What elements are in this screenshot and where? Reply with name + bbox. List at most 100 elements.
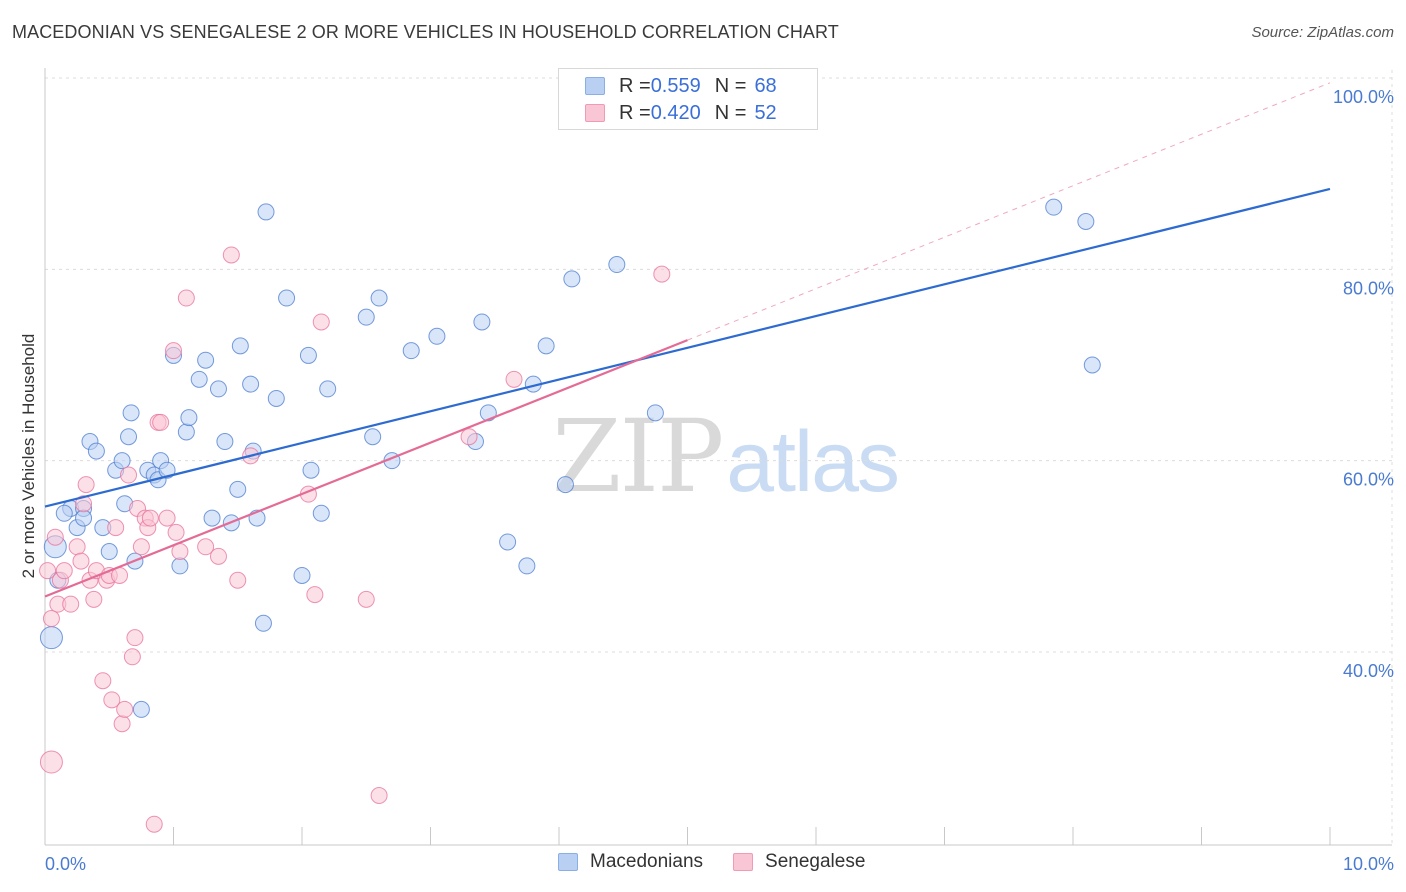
- point-senegalese: [55, 562, 73, 580]
- point-senegalese: [370, 787, 388, 804]
- point-macedonians: [312, 504, 330, 522]
- point-macedonians: [120, 428, 138, 446]
- point-senegalese: [77, 476, 95, 494]
- point-macedonians: [216, 433, 234, 451]
- point-senegalese: [123, 648, 141, 666]
- y-tick-label: 60.0%: [1343, 470, 1394, 490]
- point-macedonians: [158, 461, 176, 479]
- legend-r-value: 0.559: [650, 74, 701, 97]
- point-macedonians: [473, 313, 491, 331]
- watermark: ZIPatlas: [552, 398, 900, 515]
- point-macedonians: [370, 289, 388, 307]
- trend-line-senegalese: [44, 339, 688, 598]
- point-senegalese: [145, 815, 163, 833]
- legend-r-label: R =: [619, 101, 651, 124]
- point-senegalese: [167, 523, 185, 541]
- point-macedonians: [518, 557, 536, 575]
- point-macedonians: [608, 256, 626, 274]
- correlation-legend: R = 0.559 N = 68 R = 0.420 N = 52: [558, 68, 818, 130]
- point-senegalese: [141, 509, 159, 527]
- point-senegalese: [68, 538, 86, 556]
- point-senegalese: [653, 265, 671, 283]
- legend-row-senegalese: R = 0.420 N = 52: [585, 100, 777, 126]
- point-macedonians: [254, 614, 272, 632]
- data-points: [39, 198, 1101, 833]
- point-senegalese: [103, 691, 121, 709]
- point-senegalese: [113, 715, 131, 733]
- legend-n-label: N =: [714, 74, 747, 97]
- point-senegalese: [116, 700, 134, 718]
- point-macedonians: [402, 342, 420, 360]
- point-macedonians: [197, 351, 215, 369]
- watermark-atlas: atlas: [726, 414, 900, 510]
- point-macedonians: [499, 533, 517, 551]
- point-senegalese: [39, 562, 57, 580]
- point-macedonians: [319, 380, 337, 398]
- point-macedonians: [190, 370, 208, 388]
- watermark-zip: ZIP: [552, 398, 724, 515]
- point-macedonians: [357, 308, 375, 326]
- series-legend-senegalese[interactable]: Senegalese: [733, 851, 865, 873]
- point-senegalese: [72, 552, 90, 570]
- point-macedonians: [55, 504, 73, 522]
- series-legend: Macedonians Senegalese: [558, 851, 895, 873]
- point-macedonians: [122, 404, 140, 422]
- point-macedonians: [75, 509, 93, 527]
- x-tick-label-right: 10.0%: [1343, 854, 1394, 874]
- source-attribution: Source: ZipAtlas.com: [1251, 24, 1394, 41]
- point-macedonians: [180, 409, 198, 427]
- point-macedonians: [113, 452, 131, 470]
- series-label-senegalese: Senegalese: [765, 851, 866, 872]
- legend-row-macedonians: R = 0.559 N = 68: [585, 73, 777, 99]
- legend-r-value: 0.420: [650, 101, 701, 124]
- point-macedonians: [278, 289, 296, 307]
- point-senegalese: [62, 595, 80, 613]
- y-tick-label: 80.0%: [1343, 278, 1394, 298]
- point-senegalese: [132, 538, 150, 556]
- x-tick-label-left: 0.0%: [45, 854, 86, 874]
- trend-line-macedonians: [44, 187, 1331, 508]
- trend-lines: [44, 82, 1331, 598]
- point-macedonians: [87, 442, 105, 460]
- point-macedonians: [171, 557, 189, 575]
- point-macedonians: [39, 626, 63, 650]
- point-macedonians: [267, 389, 285, 407]
- point-macedonians: [1083, 356, 1101, 374]
- point-macedonians: [299, 346, 317, 364]
- y-tick-label: 100.0%: [1333, 87, 1394, 107]
- point-senegalese: [158, 509, 176, 527]
- point-macedonians: [100, 543, 118, 561]
- point-senegalese: [460, 428, 478, 446]
- point-macedonians: [646, 404, 664, 422]
- series-legend-macedonians[interactable]: Macedonians: [558, 851, 703, 873]
- point-senegalese: [152, 413, 170, 431]
- point-macedonians: [556, 476, 574, 494]
- point-senegalese: [75, 495, 93, 513]
- legend-swatch-blue: [585, 77, 605, 95]
- point-macedonians: [537, 337, 555, 355]
- point-senegalese: [222, 246, 240, 264]
- point-macedonians: [209, 380, 227, 398]
- legend-swatch-pink: [585, 104, 605, 122]
- point-macedonians: [428, 327, 446, 345]
- point-senegalese: [94, 672, 112, 690]
- point-macedonians: [563, 270, 581, 288]
- point-senegalese: [120, 466, 138, 484]
- series-swatch-macedonians: [558, 853, 578, 871]
- point-macedonians: [257, 203, 275, 221]
- point-macedonians: [1077, 213, 1095, 230]
- point-macedonians: [364, 428, 382, 446]
- point-senegalese: [126, 629, 144, 647]
- point-macedonians: [229, 480, 247, 498]
- point-macedonians: [203, 509, 221, 527]
- series-label-macedonians: Macedonians: [590, 851, 704, 872]
- point-senegalese: [209, 547, 227, 565]
- point-senegalese: [312, 313, 330, 331]
- point-macedonians: [242, 375, 260, 393]
- legend-n-value: 68: [754, 74, 777, 97]
- point-senegalese: [42, 610, 60, 628]
- point-senegalese: [505, 370, 523, 388]
- axis-labels: 40.0% 60.0% 80.0% 100.0% 0.0% 10.0% 2 or more …: [19, 87, 1394, 874]
- point-senegalese: [165, 342, 182, 360]
